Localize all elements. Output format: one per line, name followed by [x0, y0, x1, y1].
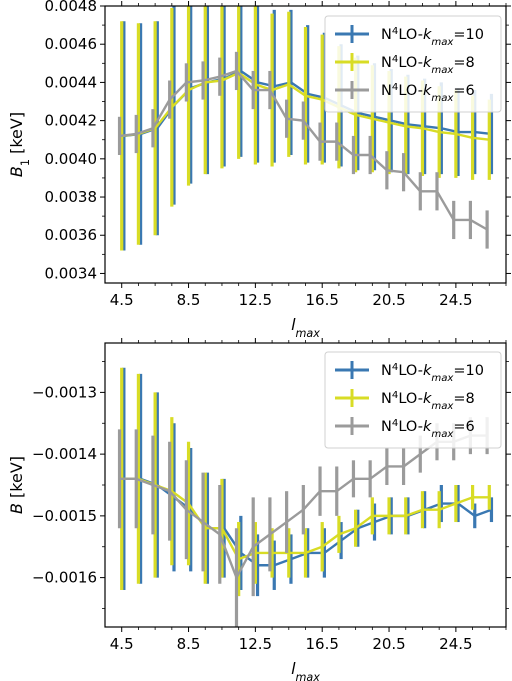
- y-tick-label: −0.0015: [32, 507, 97, 525]
- y-tick-label: 0.0044: [45, 73, 98, 91]
- x-axis-label: lmax: [291, 659, 320, 681]
- legend: N4LO-kmax=10 N4LO-kmax=8 N4LO-kmax=6: [324, 351, 502, 449]
- series-line: [119, 434, 488, 579]
- x-tick-label: 20.5: [372, 291, 405, 309]
- series-line: [119, 69, 488, 231]
- legend-label: N4LO-kmax=10: [381, 26, 484, 48]
- x-tick-label: 24.5: [439, 291, 472, 309]
- x-tick-label: 12.5: [239, 291, 272, 309]
- x-tick-label: 16.5: [306, 291, 339, 309]
- y-axis-label: B [keV]: [7, 456, 26, 514]
- x-tick-label: 4.5: [110, 291, 134, 309]
- chart-bottom-b: 4.5 8.5 12.5 16.5 20.5 24.5 −0.0016 −0.0015 −0.0…: [7, 338, 511, 681]
- legend-box: [324, 351, 502, 449]
- series-line: [121, 71, 490, 141]
- x-tick-label: 20.5: [372, 635, 405, 653]
- y-tick-label: −0.0014: [32, 445, 97, 463]
- y-tick-label: 0.0042: [45, 112, 98, 130]
- y-tick-label: 0.0034: [45, 264, 98, 282]
- x-tick-label: 8.5: [177, 291, 201, 309]
- y-tick-label: −0.0013: [32, 383, 97, 401]
- legend-label: N4LO-kmax=10: [381, 362, 484, 384]
- legend: N4LO-kmax=10 N4LO-kmax=8 N4LO-kmax=6: [324, 15, 502, 113]
- series-line: [121, 477, 490, 561]
- legend-label: N4LO-kmax=8: [381, 54, 475, 76]
- y-tick-label: −0.0016: [32, 569, 97, 587]
- legend-box: [324, 15, 502, 113]
- y-axis-label: B1 [keV]: [7, 112, 32, 177]
- x-tick-label: 8.5: [177, 635, 201, 653]
- legend-label: N4LO-kmax=6: [381, 418, 475, 440]
- x-axis-label: lmax: [291, 315, 320, 340]
- y-tick-label: 0.0038: [45, 188, 98, 206]
- x-tick-label: 12.5: [239, 635, 272, 653]
- x-tick-label: 16.5: [306, 635, 339, 653]
- y-tick-label: 0.0046: [45, 35, 98, 53]
- series-kmax6: [117, 51, 489, 249]
- chart-top-b1: 4.5 8.5 12.5 16.5 20.5 24.5 0.0034 0.0036 0.0038…: [7, 0, 511, 340]
- legend-label: N4LO-kmax=8: [381, 390, 475, 412]
- x-tick-label: 24.5: [439, 635, 472, 653]
- y-tick-label: 0.0036: [45, 226, 98, 244]
- legend-label: N4LO-kmax=6: [381, 82, 475, 104]
- y-tick-label: 0.0040: [45, 150, 98, 168]
- x-tick-label: 4.5: [110, 635, 134, 653]
- y-tick-label: 0.0048: [45, 0, 98, 15]
